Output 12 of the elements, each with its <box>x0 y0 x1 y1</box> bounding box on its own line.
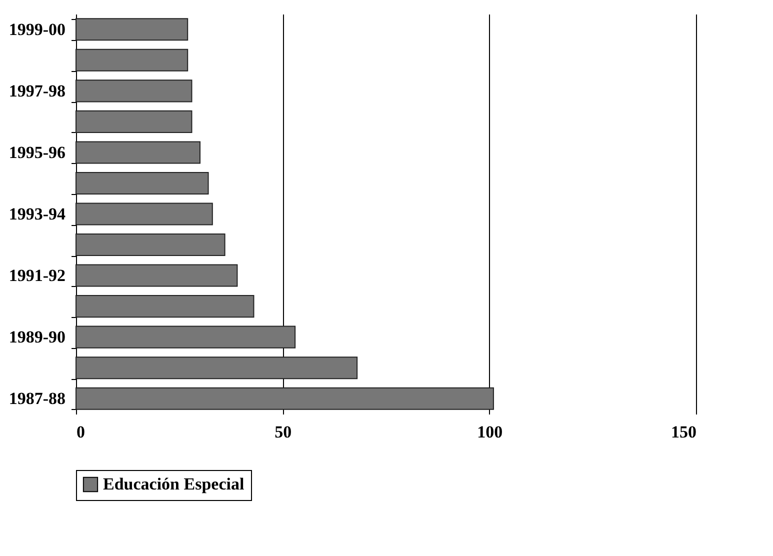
x-tick-label: 0 <box>76 422 85 442</box>
y-tick-label: 1987-88 <box>8 389 66 408</box>
y-tick-label: 1997-98 <box>8 81 66 100</box>
y-tick-label: 1989-90 <box>8 328 66 347</box>
y-tick-label: 1995-96 <box>8 142 66 162</box>
y-tick-label: 1991-92 <box>8 266 66 286</box>
y-tick-label: 1999-00 <box>8 20 66 39</box>
x-tick-label: 100 <box>477 422 503 442</box>
legend-label: Educación Especial <box>103 474 244 494</box>
x-tick-label: 50 <box>274 422 292 442</box>
y-tick-label: 1993-94 <box>8 204 66 224</box>
x-tick-label: 150 <box>671 422 696 442</box>
